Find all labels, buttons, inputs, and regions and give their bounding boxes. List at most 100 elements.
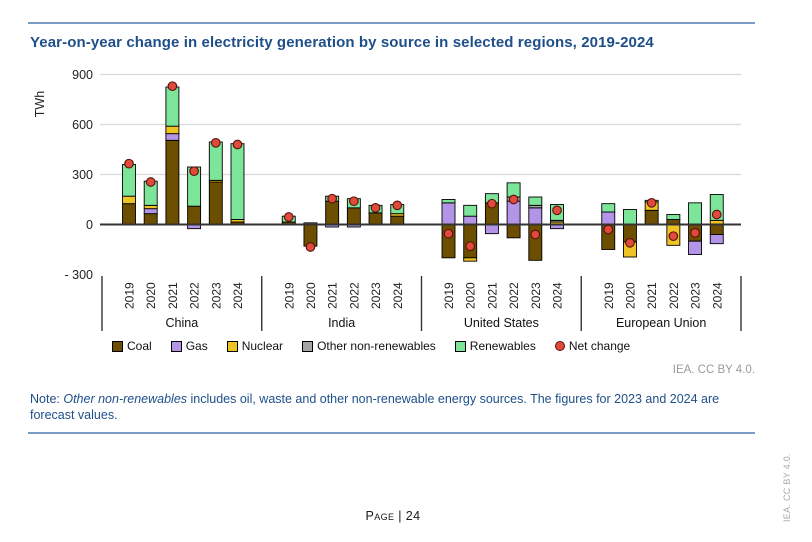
x-tick-year-label: 2023 [209, 282, 223, 309]
net-change-dot [552, 205, 562, 216]
x-tick-year-label: 2024 [391, 282, 405, 309]
x-tick-year-label: 2020 [304, 282, 318, 309]
bar-segment-gas [601, 211, 616, 225]
region-label: India [328, 316, 355, 330]
net-change-dot [711, 209, 722, 220]
x-tick-year-label: 2019 [282, 282, 296, 309]
x-tick-year-label: 2019 [442, 282, 456, 309]
bar-segment-nuclear [122, 195, 136, 205]
net-change-dot [283, 212, 294, 222]
net-change-dot [530, 229, 541, 240]
bar-segment-coal [709, 224, 724, 235]
x-tick-year-label: 2024 [231, 282, 245, 309]
net-change-dot [603, 224, 614, 235]
bar-segment-renewables [463, 204, 478, 217]
bar-segment-renewables [688, 202, 702, 225]
region-label: China [166, 316, 199, 330]
bar-segment-renewables [601, 203, 616, 213]
bar-segment-coal [368, 212, 383, 225]
legend-item-other: Other non-renewables [302, 339, 436, 353]
bar-segment-renewables [441, 199, 456, 204]
bar-segment-coal [187, 205, 202, 225]
bar-segment-gas [688, 240, 702, 255]
y-tick-label: 300 [72, 168, 93, 182]
x-tick-year-label: 2021 [645, 282, 659, 309]
x-tick-year-label: 2022 [507, 282, 521, 309]
y-axis-label: TWh [33, 91, 47, 117]
legend-item-coal: Coal [112, 339, 152, 353]
bar-segment-coal [644, 209, 659, 225]
x-tick-year-label: 2020 [464, 282, 478, 309]
bar-segment-coal [208, 181, 223, 225]
note-italic-term: Other non-renewables [63, 392, 188, 406]
x-tick-year-label: 2021 [326, 282, 340, 309]
y-tick-label: 600 [72, 118, 93, 132]
x-tick-year-label: 2020 [623, 282, 637, 309]
legend-item-gas: Gas [170, 339, 208, 353]
x-tick-year-label: 2023 [689, 282, 703, 309]
legend-label: Coal [127, 339, 152, 353]
x-tick-year-label: 2023 [369, 282, 383, 309]
x-tick-year-label: 2023 [529, 282, 543, 309]
net-change-dot [646, 197, 657, 208]
bar-segment-coal [165, 139, 180, 225]
x-tick-year-label: 2019 [123, 282, 137, 309]
x-tick-year-label: 2022 [347, 282, 361, 309]
bar-segment-coal [325, 200, 340, 225]
license-credit: IEA. CC BY 4.0. [672, 364, 755, 376]
net-change-dot [508, 194, 519, 205]
net-change-dot [487, 198, 497, 209]
net-change-dot [145, 177, 156, 187]
bar-segment-gas [165, 133, 180, 141]
net-change-dot [625, 237, 635, 248]
x-tick-year-label: 2024 [710, 282, 724, 309]
legend-label: Net change [568, 339, 631, 353]
bar-segment-renewables [528, 196, 543, 206]
net-change-dot [668, 231, 679, 242]
legend-item-nuclear: Nuclear [226, 339, 284, 353]
y-tick-label: 0 [86, 218, 93, 232]
legend-item-net-change: Net change [554, 339, 631, 353]
x-tick-year-label: 2021 [166, 282, 180, 309]
chart-note: Note: Other non-renewables includes oil,… [30, 391, 756, 424]
net-change-dot [124, 158, 134, 169]
x-tick-year-label: 2022 [188, 282, 202, 309]
x-tick-year-label: 2019 [602, 282, 616, 309]
net-change-dot [443, 228, 454, 239]
bar-segment-nuclear [143, 204, 158, 210]
bar-segment-gas [463, 215, 478, 225]
bar-segment-gas [506, 200, 521, 225]
bar-segment-coal [390, 215, 405, 225]
bar-segment-renewables [208, 141, 223, 181]
bar-segment-renewables [165, 86, 180, 127]
legend-label: Nuclear [241, 339, 284, 353]
net-change-dot [349, 196, 359, 207]
bar-segment-coal [463, 224, 478, 259]
x-tick-year-label: 2020 [144, 282, 158, 309]
bar-segment-coal [346, 207, 361, 225]
net-change-dot [305, 242, 316, 252]
net-change-dot [210, 137, 221, 148]
net-change-dot [392, 200, 403, 211]
legend-swatch-gas-icon [170, 340, 182, 352]
net-change-dot [370, 202, 381, 213]
x-tick-year-label: 2021 [485, 282, 499, 309]
bar-segment-renewables [230, 143, 245, 220]
page-number: Page | 24 [365, 509, 421, 523]
bar-segment-renewables [666, 214, 681, 220]
bar-segment-gas [143, 208, 158, 215]
x-tick-year-label: 2024 [551, 282, 565, 309]
bottom-divider [28, 432, 755, 434]
chart-legend: Coal Gas Nuclear Other non-renewables Renewa… [112, 339, 630, 353]
region-label: United States [464, 316, 539, 330]
legend-swatch-nuclear-icon [226, 340, 238, 352]
bar-segment-gas [528, 207, 543, 225]
legend-swatch-renewables-icon [454, 340, 466, 352]
chart-canvas: 900 600 300 0 - 300 TWh 2019 2020 2021 2022 2023 20… [33, 68, 742, 331]
bar-segment-coal [506, 224, 521, 239]
bar-segment-nuclear [165, 125, 180, 135]
bar-segment-nuclear [463, 257, 478, 262]
bar-segment-gas [709, 234, 724, 245]
note-prefix: Note: [30, 392, 64, 406]
